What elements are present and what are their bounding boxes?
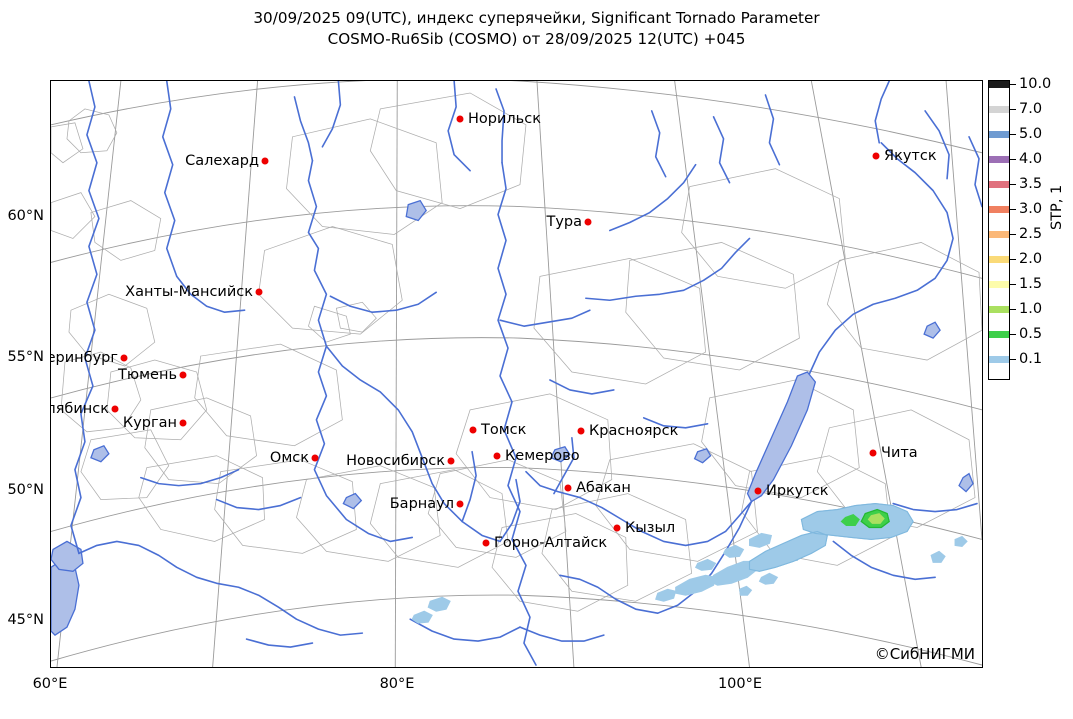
map-canvas[interactable]: Норильск Салехард Тура Якутск Ханты-Мансийск… xyxy=(50,80,983,668)
city-label: Омск xyxy=(269,450,309,466)
city-label: Абакан xyxy=(576,480,631,496)
y-axis-tick-label: 45°N xyxy=(7,612,44,628)
city-label: Барнаул xyxy=(389,496,454,512)
city-marker xyxy=(111,405,119,413)
colorbar-tick xyxy=(1010,158,1016,160)
colorbar-tick xyxy=(1010,258,1016,260)
city-marker xyxy=(469,426,477,434)
stp-contour-layer xyxy=(411,503,968,624)
y-axis-tick-label: 55°N xyxy=(7,349,44,365)
city-marker xyxy=(311,454,319,462)
colorbar-tick xyxy=(1010,108,1016,110)
colorbar-band xyxy=(989,131,1009,138)
x-axis-tick-label: 60°E xyxy=(32,676,68,692)
city-marker xyxy=(456,500,464,508)
colorbar-tick xyxy=(1010,358,1016,360)
colorbar-tick xyxy=(1010,233,1016,235)
title-line-2: COSMO-Ru6Sib (COSMO) от 28/09/2025 12(UT… xyxy=(327,29,746,48)
colorbar-band xyxy=(989,156,1009,163)
city-marker xyxy=(872,152,880,160)
city-label: Красноярск xyxy=(589,423,679,439)
colorbar-axis-title: STP, 1 xyxy=(1049,184,1065,230)
city-marker xyxy=(564,484,572,492)
x-axis-tick-label: 80°E xyxy=(379,676,415,692)
city-marker xyxy=(613,524,621,532)
city-marker xyxy=(577,427,585,435)
colorbar-tick-label: 3.5 xyxy=(1019,175,1043,192)
colorbar-tick-label: 10.0 xyxy=(1019,75,1052,92)
colorbar-band xyxy=(989,256,1009,263)
admin-borders-layer xyxy=(51,92,982,612)
city-marker xyxy=(447,457,455,465)
city-marker xyxy=(261,157,269,165)
colorbar-tick xyxy=(1010,208,1016,210)
colorbar-band xyxy=(989,206,1009,213)
city-label: Томск xyxy=(481,422,527,438)
colorbar-tick-label: 0.5 xyxy=(1019,325,1043,342)
colorbar-tick xyxy=(1010,183,1016,185)
colorbar-tick-label: 1.0 xyxy=(1019,300,1043,317)
colorbar-band xyxy=(989,356,1009,363)
city-marker xyxy=(179,371,187,379)
colorbar-tick-label: 2.0 xyxy=(1019,250,1043,267)
city-marker xyxy=(120,354,128,362)
y-axis-tick-label: 50°N xyxy=(7,482,44,498)
city-marker xyxy=(584,218,592,226)
colorbar-tick-label: 5.0 xyxy=(1019,125,1043,142)
city-label: Салехард xyxy=(185,153,259,169)
colorbar-band xyxy=(989,306,1009,313)
colorbar-tick-label: 4.0 xyxy=(1019,150,1043,167)
city-label: Кемерово xyxy=(505,448,580,464)
colorbar-tick xyxy=(1010,133,1016,135)
colorbar-band xyxy=(989,106,1009,113)
city-label: Ханты-Мансийск xyxy=(125,284,253,300)
colorbar-tick-label: 3.0 xyxy=(1019,200,1043,217)
city-marker xyxy=(179,419,187,427)
map-vector-layer xyxy=(51,81,982,667)
colorbar-tick-label: 7.0 xyxy=(1019,100,1043,117)
colorbar-tick-label: 1.5 xyxy=(1019,275,1043,292)
colorbar-band xyxy=(989,231,1009,238)
colorbar-tick xyxy=(1010,308,1016,310)
city-label: Тура xyxy=(546,214,582,230)
city-marker xyxy=(493,452,501,460)
city-marker xyxy=(754,487,762,495)
city-label: Новосибирск xyxy=(346,453,445,469)
copyright-label: ©СибНИГМИ xyxy=(874,645,975,663)
city-marker xyxy=(456,115,464,123)
page-title: 30/09/2025 09(UTC), индекс суперячейки, … xyxy=(0,8,1073,50)
colorbar-band xyxy=(989,331,1009,338)
city-label: Горно-Алтайск xyxy=(494,535,608,551)
city-label: Норильск xyxy=(468,111,541,127)
y-axis-tick-label: 60°N xyxy=(7,208,44,224)
city-label: Челябинск xyxy=(51,401,109,417)
city-label: Екатеринбург xyxy=(51,350,118,366)
city-label: Чита xyxy=(881,445,918,461)
colorbar-tick xyxy=(1010,283,1016,285)
city-label: Иркутск xyxy=(766,483,829,499)
city-label: Кызыл xyxy=(625,520,676,536)
colorbar-tick xyxy=(1010,83,1016,85)
city-marker xyxy=(869,449,877,457)
x-axis-tick-label: 100°E xyxy=(717,676,763,692)
city-marker xyxy=(482,539,490,547)
city-label: Якутск xyxy=(884,148,937,164)
city-label: Курган xyxy=(122,415,177,431)
city-label: Тюмень xyxy=(118,367,177,383)
water-bodies-layer xyxy=(51,199,974,636)
colorbar-band xyxy=(989,181,1009,188)
colorbar-tick-label: 2.5 xyxy=(1019,225,1043,242)
title-line-1: 30/09/2025 09(UTC), индекс суперячейки, … xyxy=(253,9,820,27)
colorbar-band xyxy=(989,81,1009,88)
colorbar-tick-label: 0.1 xyxy=(1019,350,1043,367)
colorbar-tick xyxy=(1010,333,1016,335)
colorbar[interactable] xyxy=(988,80,1010,380)
rivers-layer xyxy=(70,81,982,666)
colorbar-band xyxy=(989,281,1009,288)
city-marker xyxy=(255,288,263,296)
